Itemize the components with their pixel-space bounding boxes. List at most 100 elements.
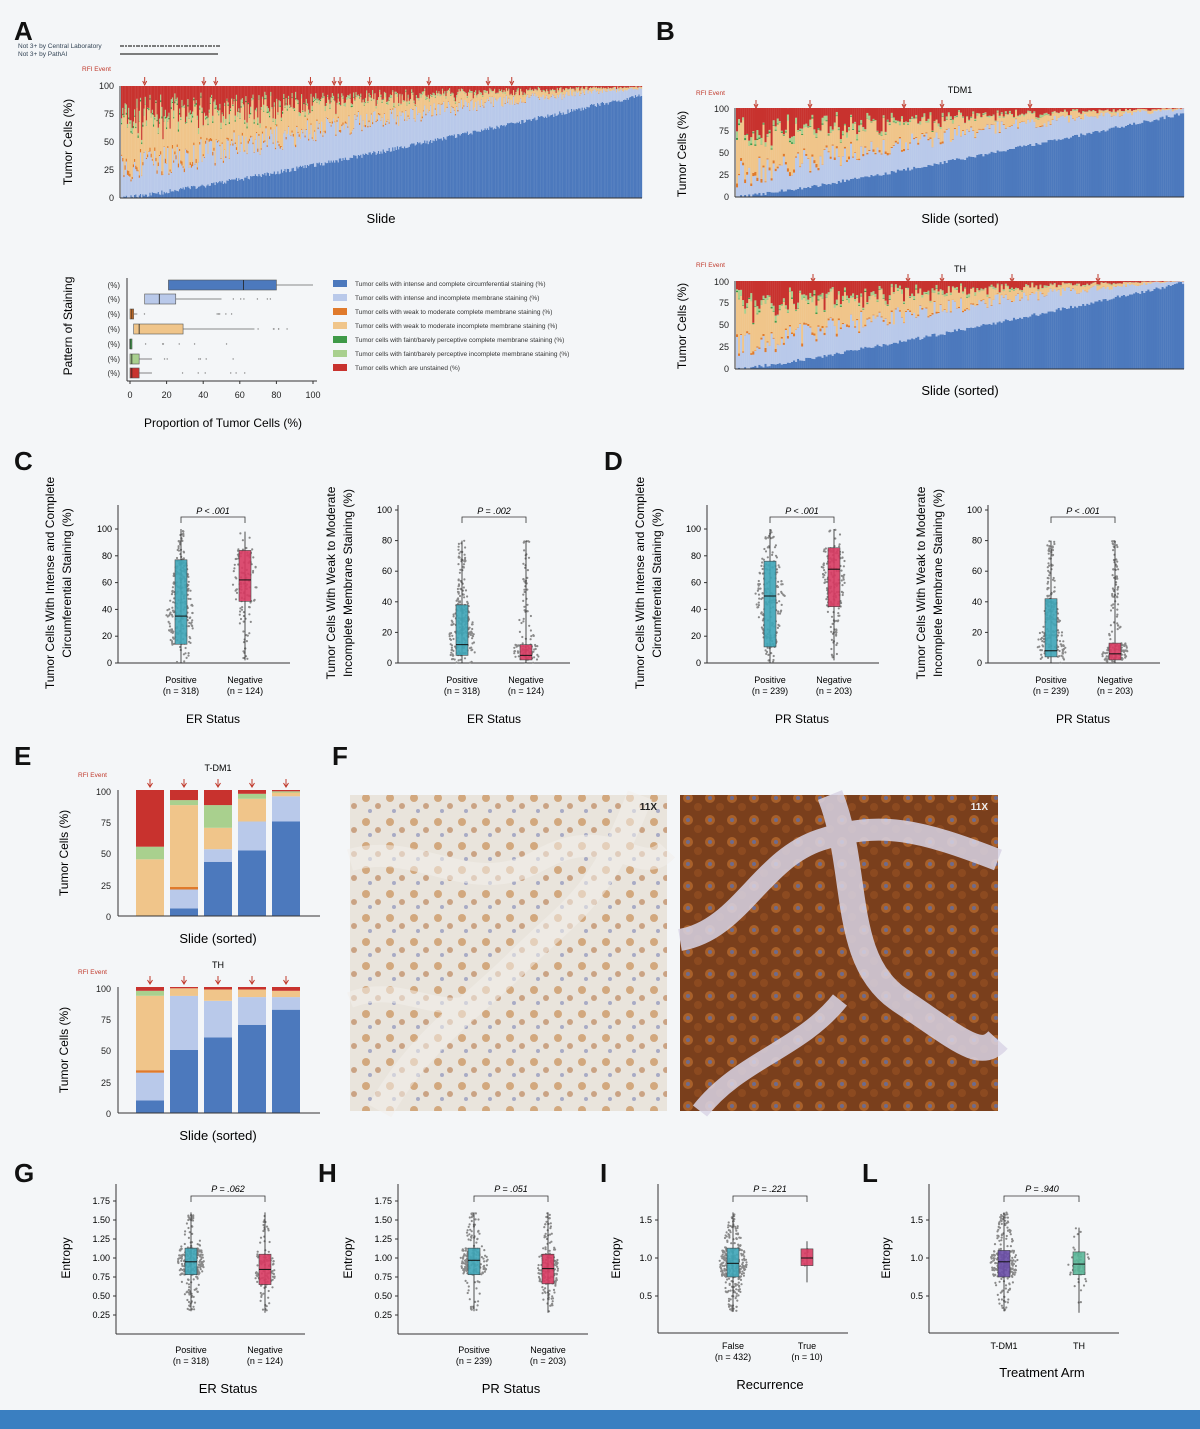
a-bar-seg bbox=[463, 133, 465, 198]
a-bar-seg bbox=[353, 98, 355, 128]
a-bar-seg bbox=[319, 130, 322, 134]
b-tdm1-bar-seg bbox=[1014, 118, 1018, 120]
a-bar-seg bbox=[160, 151, 162, 155]
b-tdm1-bar-seg bbox=[870, 122, 873, 142]
b-th-bar-seg bbox=[821, 357, 824, 369]
b-tdm1-bar-seg bbox=[839, 142, 843, 166]
a-bar-seg bbox=[269, 117, 271, 137]
a-bar-seg bbox=[215, 181, 218, 198]
b-th-bar-seg bbox=[811, 302, 814, 333]
b-th-bar-seg bbox=[829, 318, 832, 355]
a-bar-seg bbox=[244, 123, 246, 151]
a-bar-seg bbox=[171, 144, 174, 149]
a-bar-seg bbox=[285, 172, 287, 198]
a-bar-seg bbox=[132, 164, 135, 168]
a-bar-seg bbox=[176, 146, 178, 191]
b-th-bar-seg bbox=[817, 281, 820, 296]
b-th-bar-seg bbox=[831, 355, 834, 369]
a-bar-seg bbox=[279, 106, 281, 146]
b-tdm1-bar-seg bbox=[1080, 114, 1083, 119]
a-bar-seg bbox=[183, 86, 186, 105]
b-tdm1-bar-seg bbox=[1076, 134, 1079, 197]
a-bar-seg bbox=[342, 158, 344, 198]
b-tdm1-bar-seg bbox=[811, 108, 814, 115]
a-bar-seg bbox=[122, 86, 124, 108]
a-bar-seg bbox=[411, 92, 413, 109]
a-bar-seg bbox=[381, 102, 383, 103]
a-bar-seg bbox=[234, 121, 236, 143]
a-bar-seg bbox=[465, 86, 467, 93]
a-bar-seg bbox=[361, 157, 363, 198]
b-tdm1-bar-seg bbox=[764, 182, 767, 195]
b-tdm1-bar-seg bbox=[974, 138, 977, 158]
a-bar-seg bbox=[549, 115, 551, 198]
a-bar-seg bbox=[145, 157, 148, 159]
a-bar-seg bbox=[260, 148, 263, 150]
a-bar-seg bbox=[197, 186, 200, 198]
a-bar-seg bbox=[195, 188, 197, 198]
a-bar-seg bbox=[511, 86, 514, 96]
b-tdm1-bar-seg bbox=[872, 120, 875, 150]
a-bar-seg bbox=[521, 92, 523, 102]
a-bar-seg bbox=[264, 140, 266, 142]
a-bar-seg bbox=[580, 110, 582, 198]
b-tdm1-bar-seg bbox=[864, 176, 867, 197]
a-bar-seg bbox=[393, 107, 395, 119]
a-bar-seg bbox=[542, 94, 544, 117]
b-tdm1-bar-seg bbox=[996, 110, 999, 112]
a-bar-seg bbox=[452, 94, 454, 107]
b-tdm1-bar-seg bbox=[1021, 146, 1024, 197]
a-bar-seg bbox=[221, 143, 223, 181]
b-tdm1-bar-seg bbox=[964, 159, 967, 197]
b-th-bar-seg bbox=[821, 298, 824, 326]
b-tdm1-bar-seg bbox=[780, 108, 783, 131]
b-th-bar-seg bbox=[807, 304, 810, 324]
a-bar-seg bbox=[538, 87, 541, 90]
a-bar-seg bbox=[328, 121, 330, 161]
b-tdm1-bar-seg bbox=[980, 153, 983, 197]
a-bar-seg bbox=[225, 123, 227, 126]
a-bar-seg bbox=[402, 100, 405, 103]
b-tdm1-bar-seg bbox=[1039, 114, 1042, 117]
b-th-bar-seg bbox=[807, 299, 810, 303]
a-bar-seg bbox=[194, 104, 196, 107]
a-bar-seg bbox=[592, 104, 594, 198]
a-bar-seg bbox=[216, 112, 219, 141]
a-bar-seg bbox=[360, 115, 362, 155]
a-bar-seg bbox=[134, 109, 136, 116]
a-bar-seg bbox=[396, 93, 399, 97]
a-bar-seg bbox=[136, 167, 138, 172]
a-bar-seg bbox=[327, 163, 329, 198]
b-tdm1-bar-seg bbox=[955, 117, 959, 136]
b-tdm1-bar-seg bbox=[1061, 108, 1065, 112]
b-tdm1-bar-seg bbox=[935, 132, 938, 164]
a-bar-seg bbox=[158, 122, 161, 124]
a-bar-seg bbox=[244, 86, 246, 120]
b-tdm1-bar-seg bbox=[793, 172, 796, 191]
b-tdm1-bar-seg bbox=[748, 167, 751, 195]
a-bar-seg bbox=[131, 132, 133, 134]
a-bar-seg bbox=[385, 152, 387, 198]
b-th-bar-seg bbox=[803, 296, 806, 298]
a-bar-seg bbox=[345, 86, 348, 98]
a-bar-seg bbox=[501, 89, 503, 92]
a-bar-seg bbox=[182, 167, 184, 188]
b-tdm1-bar-seg bbox=[805, 108, 808, 124]
a-bar-seg bbox=[259, 127, 261, 155]
a-bar-seg bbox=[405, 148, 407, 198]
b-tdm1-bar-seg bbox=[790, 189, 794, 197]
a-bar-seg bbox=[207, 125, 209, 154]
a-bar-seg bbox=[302, 132, 304, 134]
a-bar-seg bbox=[524, 86, 527, 94]
a-bar-seg bbox=[541, 92, 543, 98]
a-bar-seg bbox=[261, 86, 264, 97]
a-bar-seg bbox=[300, 86, 303, 95]
a-bar-seg bbox=[437, 137, 439, 198]
a-bar-seg bbox=[505, 86, 508, 89]
b-tdm1-bar-seg bbox=[1027, 144, 1030, 197]
a-bar-seg bbox=[624, 87, 626, 90]
a-bar-seg bbox=[206, 137, 208, 141]
b-th-bar-seg bbox=[825, 297, 828, 327]
b-th-bar-seg bbox=[825, 326, 828, 328]
a-bar-seg bbox=[195, 100, 197, 103]
